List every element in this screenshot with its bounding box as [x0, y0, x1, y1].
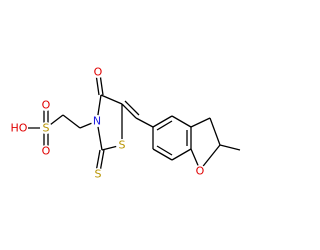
- atom-label: O: [196, 165, 205, 178]
- atom-label: S: [95, 168, 102, 181]
- atom-label: HO: [11, 122, 28, 135]
- atom-label: S: [119, 139, 126, 152]
- atom-label: N: [93, 115, 101, 128]
- atom-label: S: [43, 122, 50, 135]
- molecule-diagram: O N S S O HO S O O: [10, 66, 241, 181]
- atom-label: O: [42, 145, 51, 158]
- bonds: [26, 73, 241, 173]
- atom-labels: O N S S O HO S O O: [10, 66, 206, 181]
- atom-label: O: [42, 99, 51, 112]
- atom-label: O: [94, 66, 103, 79]
